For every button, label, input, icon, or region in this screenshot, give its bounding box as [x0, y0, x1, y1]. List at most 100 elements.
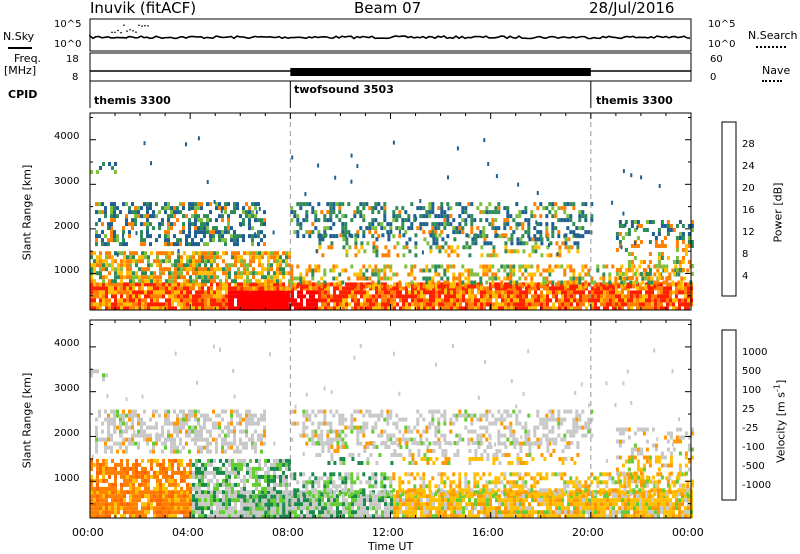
power-cell [413, 276, 417, 281]
power-cell [438, 233, 442, 238]
velocity-cell [228, 478, 231, 483]
power-cell [114, 302, 117, 307]
power-cell [255, 290, 259, 295]
power-cell [545, 268, 549, 273]
velocity-cell [396, 514, 399, 519]
power-cell [389, 268, 393, 273]
velocity-cell [342, 502, 345, 507]
velocity-cell [483, 514, 486, 519]
velocity-cell [207, 514, 210, 519]
power-cell [423, 290, 426, 295]
power-cell [390, 298, 393, 303]
power-cell [660, 256, 664, 260]
power-cell [129, 279, 132, 284]
velocity-cell [486, 502, 489, 507]
power-cell [429, 298, 432, 303]
power-cell [633, 228, 637, 232]
velocity-cell [582, 498, 585, 503]
velocity-cell [207, 494, 210, 499]
power-cell [192, 271, 195, 276]
velocity-cell [300, 498, 303, 503]
velocity-cell [627, 510, 630, 515]
power-cell [320, 234, 324, 239]
velocity-cell [312, 494, 315, 499]
velocity-cell [246, 490, 249, 495]
power-cell [201, 271, 204, 276]
power-cell [657, 232, 661, 236]
power-cell [468, 245, 472, 250]
velocity-cell [129, 514, 132, 519]
power-cell [464, 284, 468, 289]
velocity-cell [243, 478, 246, 483]
power-cell [138, 306, 141, 311]
power-cell [690, 244, 694, 248]
power-cell [398, 284, 402, 289]
velocity-cell [150, 466, 153, 471]
velocity-cell [591, 494, 594, 499]
velocity-cell [627, 490, 630, 495]
power-cell [132, 294, 135, 299]
power-cell [515, 280, 519, 285]
power-cell [555, 298, 558, 303]
power-cell [261, 267, 264, 272]
power-cell [113, 202, 116, 207]
power-cell [101, 202, 104, 207]
power-cell [528, 253, 532, 258]
velocity-cell [222, 462, 225, 467]
power-cell [378, 294, 381, 299]
velocity-cell [162, 502, 165, 507]
power-cell [362, 264, 366, 269]
power-cell [393, 282, 396, 287]
velocity-cell [189, 486, 192, 491]
power-cell [396, 241, 400, 246]
power-cell [510, 290, 513, 295]
power-cell [495, 290, 498, 295]
power-cell [467, 268, 471, 273]
velocity-cell [672, 490, 675, 495]
power-cell [386, 230, 390, 235]
velocity-cell [648, 490, 651, 495]
power-cell [95, 242, 98, 247]
freq-label-1: Freq. [14, 52, 42, 65]
power-cell [197, 242, 200, 247]
power-cell [458, 202, 462, 207]
power-cell [204, 306, 207, 311]
power-cell [446, 214, 450, 219]
power-cell [197, 226, 200, 231]
power-cell [294, 306, 297, 311]
power-cell [132, 286, 135, 291]
power-cell [557, 264, 561, 269]
power-cell [179, 202, 182, 207]
power-cell [660, 240, 664, 244]
power-cell [207, 294, 210, 299]
power-cell [582, 294, 585, 299]
power-cell [680, 276, 684, 281]
power-cell [546, 245, 550, 250]
power-cell [591, 302, 594, 307]
power-cell [381, 302, 384, 307]
power-cell [543, 298, 546, 303]
velocity-cell [465, 502, 468, 507]
power-cell [192, 263, 195, 268]
velocity-cell [198, 482, 201, 487]
velocity-cell [162, 494, 165, 499]
power-cell [315, 286, 318, 291]
power-cell [246, 294, 250, 299]
power-cell [476, 206, 480, 211]
power-cell [146, 222, 149, 227]
velocity-cell [93, 490, 96, 495]
power-cell [252, 271, 255, 276]
power-cell [290, 218, 294, 223]
velocity-cell [198, 466, 201, 471]
power-cell [554, 226, 558, 231]
power-cell [537, 237, 541, 242]
power-cell [299, 276, 303, 281]
velocity-cell [102, 466, 105, 471]
power-cell [437, 226, 441, 231]
power-cell [429, 290, 432, 295]
power-cell [414, 290, 417, 295]
velocity-cell [171, 502, 174, 507]
velocity-cell [234, 462, 237, 467]
power-cell [467, 284, 471, 289]
power-cell [371, 272, 375, 277]
